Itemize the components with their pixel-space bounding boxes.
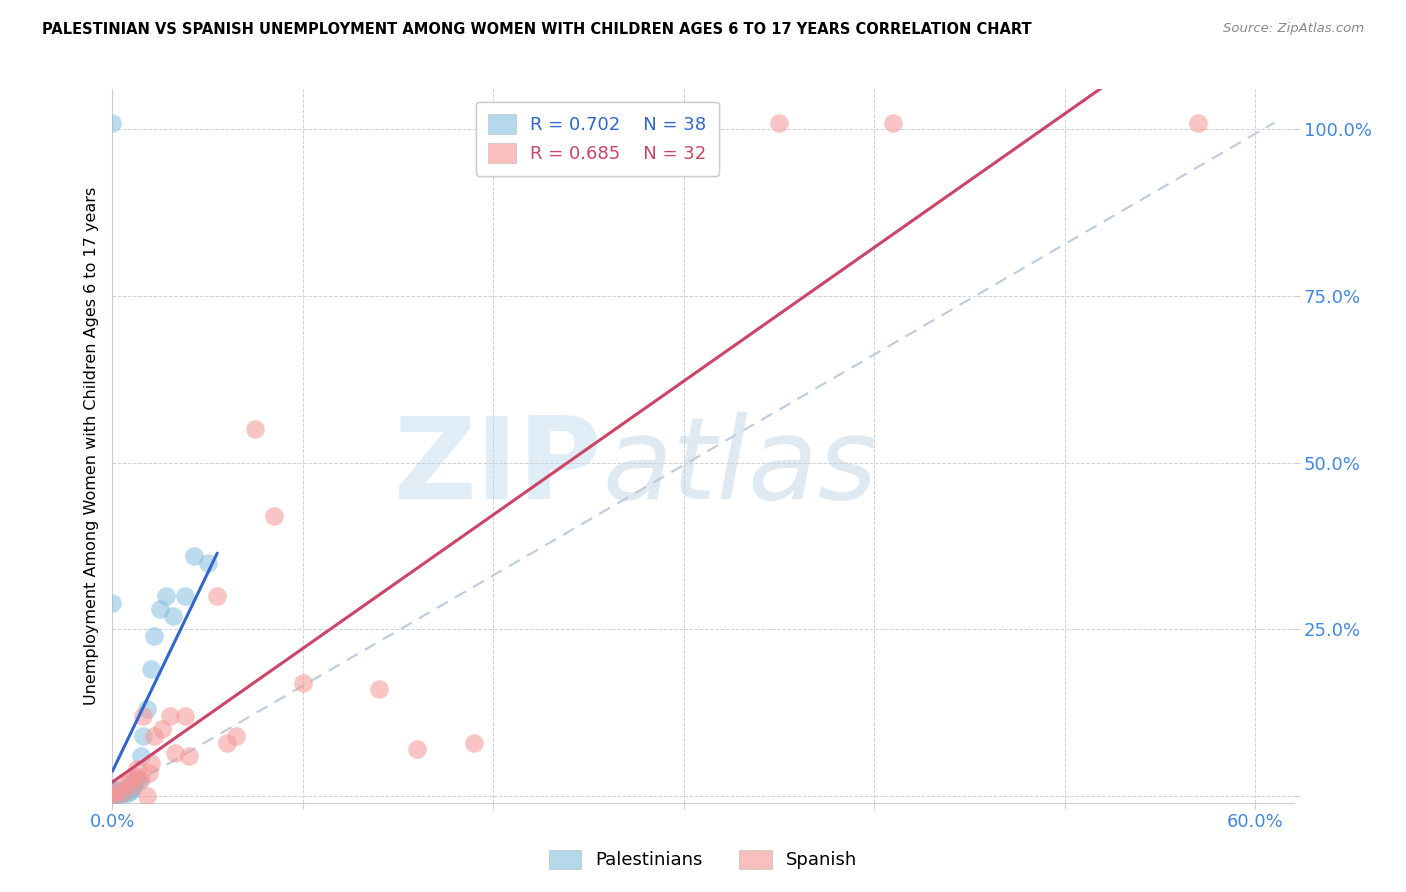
Point [139, 756, 162, 770]
Point [1187, 115, 1209, 129]
Point [132, 709, 155, 723]
Point [121, 782, 143, 797]
Point [215, 736, 238, 750]
Point [101, 781, 124, 796]
Point [112, 785, 135, 799]
Point [159, 709, 181, 723]
Text: atlas: atlas [603, 412, 877, 523]
Point [165, 746, 187, 760]
Point [143, 729, 166, 743]
Point [132, 729, 155, 743]
Point [101, 596, 124, 610]
Y-axis label: Unemployment Among Women with Children Ages 6 to 17 years: Unemployment Among Women with Children A… [83, 187, 98, 705]
Point [129, 749, 152, 764]
Point [463, 736, 485, 750]
Point [101, 787, 124, 801]
Point [124, 769, 146, 783]
Point [183, 549, 205, 563]
Point [173, 589, 195, 603]
Point [107, 786, 129, 800]
Point [135, 789, 157, 804]
Point [101, 782, 124, 797]
Point [263, 509, 285, 524]
Point [121, 779, 143, 793]
Point [207, 589, 229, 603]
Point [108, 787, 131, 801]
Point [107, 784, 129, 798]
Point [101, 788, 124, 802]
Point [143, 629, 166, 643]
Text: ZIP: ZIP [394, 412, 603, 523]
Point [882, 115, 904, 129]
Point [291, 675, 314, 690]
Point [127, 772, 149, 787]
Point [117, 782, 139, 797]
Text: Source: ZipAtlas.com: Source: ZipAtlas.com [1223, 22, 1364, 36]
Point [101, 789, 124, 804]
Legend: Palestinians, Spanish: Palestinians, Spanish [540, 840, 866, 879]
Point [101, 785, 124, 799]
Text: PALESTINIAN VS SPANISH UNEMPLOYMENT AMONG WOMEN WITH CHILDREN AGES 6 TO 17 YEARS: PALESTINIAN VS SPANISH UNEMPLOYMENT AMON… [42, 22, 1032, 37]
Point [177, 749, 200, 764]
Point [121, 779, 143, 793]
Point [135, 702, 157, 716]
Point [101, 115, 124, 129]
Point [149, 602, 172, 616]
Point [225, 729, 247, 743]
Point [128, 774, 150, 789]
Point [117, 786, 139, 800]
Point [768, 115, 790, 129]
Point [114, 781, 136, 796]
Legend: R = 0.702    N = 38, R = 0.685    N = 32: R = 0.702 N = 38, R = 0.685 N = 32 [475, 102, 718, 176]
Point [150, 723, 173, 737]
Point [101, 786, 124, 800]
Point [124, 774, 146, 789]
Point [138, 765, 160, 780]
Point [406, 742, 429, 756]
Point [114, 777, 136, 791]
Point [162, 609, 184, 624]
Point [122, 776, 145, 790]
Point [139, 662, 162, 676]
Point [101, 789, 124, 804]
Point [101, 784, 124, 798]
Point [122, 779, 145, 793]
Point [368, 682, 391, 697]
Point [197, 556, 219, 570]
Point [127, 763, 149, 777]
Point [111, 786, 134, 800]
Point [118, 784, 141, 798]
Point [129, 772, 152, 787]
Point [111, 787, 134, 801]
Point [118, 781, 141, 796]
Point [101, 789, 124, 804]
Point [155, 589, 177, 603]
Point [111, 784, 134, 798]
Point [118, 772, 141, 787]
Point [173, 709, 195, 723]
Point [245, 422, 267, 436]
